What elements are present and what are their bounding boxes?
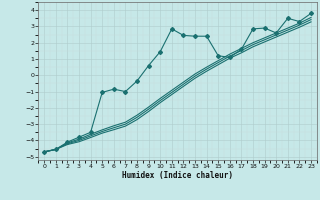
X-axis label: Humidex (Indice chaleur): Humidex (Indice chaleur)	[122, 171, 233, 180]
